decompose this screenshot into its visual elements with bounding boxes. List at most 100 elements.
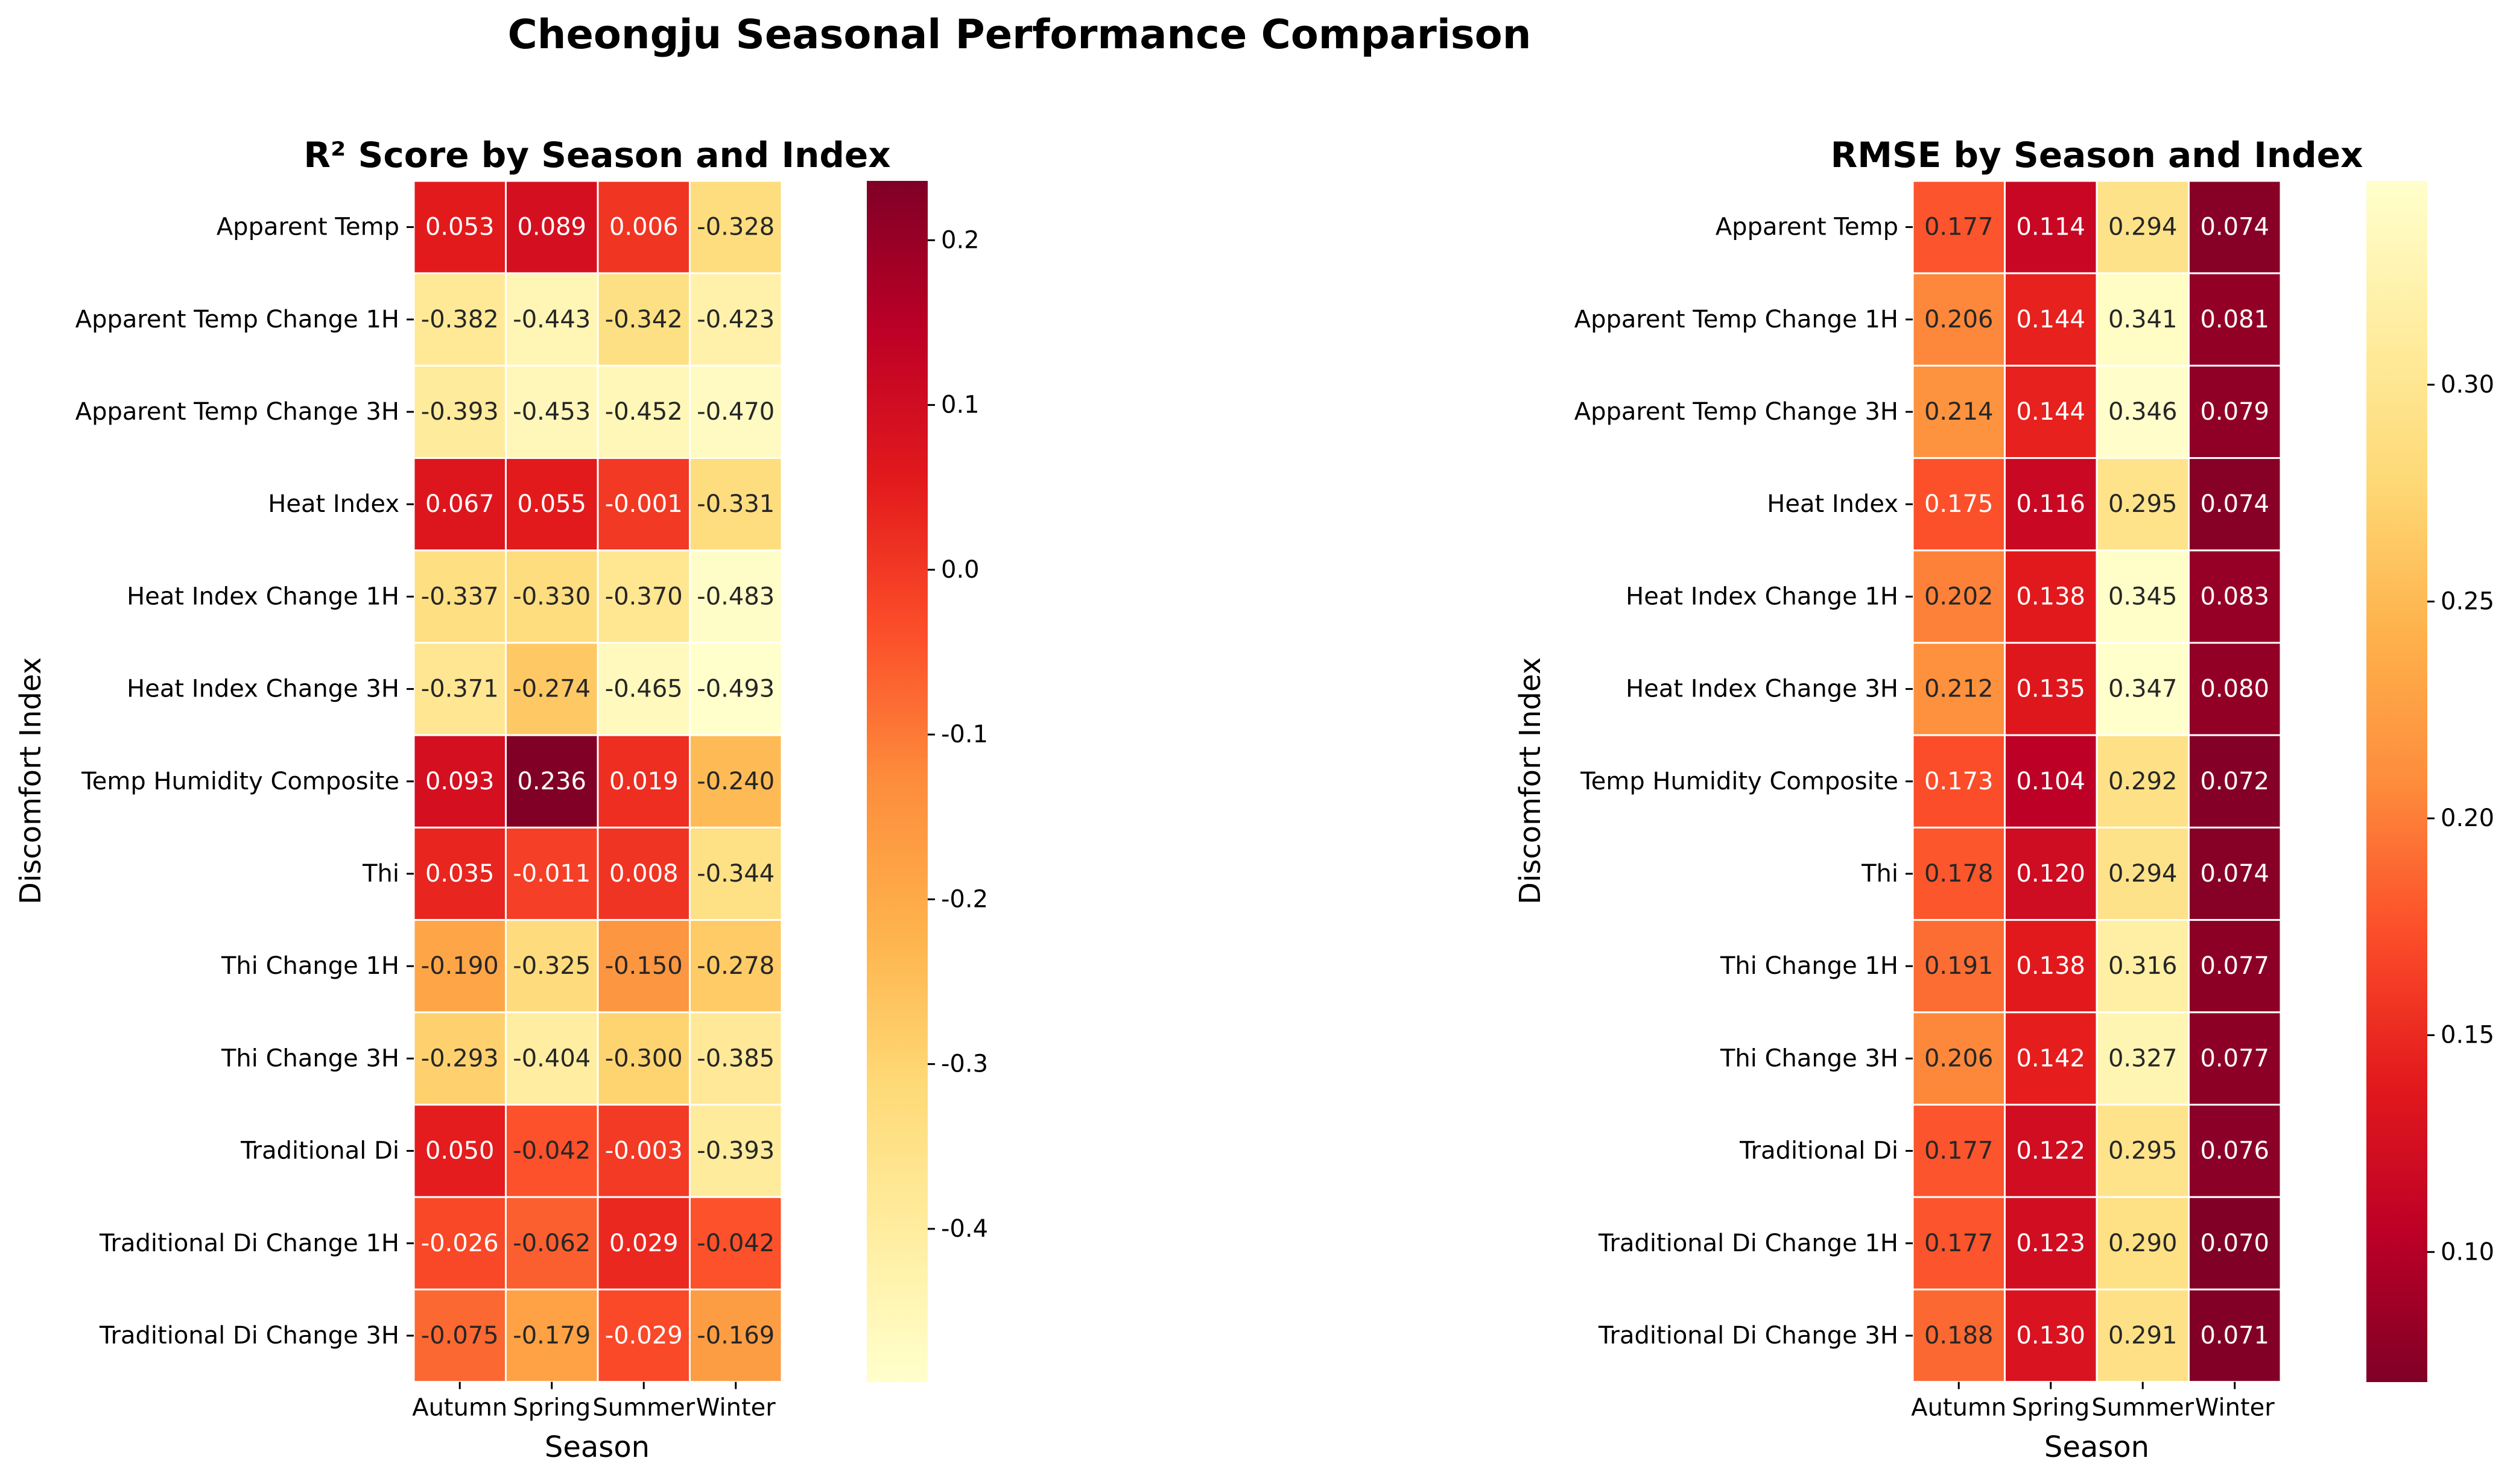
column-label: Summer	[592, 1394, 695, 1422]
heatmap-cell	[413, 1011, 507, 1106]
r2-y-axis-label: Discomfort Index	[14, 657, 48, 905]
cell-value-label: 0.089	[517, 213, 586, 241]
cell-value-label: 0.114	[2016, 213, 2085, 241]
heatmap-cell	[689, 1011, 783, 1106]
heatmap-cell	[689, 549, 783, 644]
colorbar-tick-label: 0.20	[2441, 804, 2494, 832]
heatmap-cell	[2004, 1288, 2098, 1383]
cell-value-label: 0.050	[425, 1137, 495, 1165]
heatmap-cell	[2188, 272, 2282, 367]
row-label: Thi Change 3H	[221, 1044, 399, 1072]
cell-value-label: 0.083	[2200, 583, 2269, 610]
row-label: Traditional Di Change 1H	[99, 1230, 399, 1257]
row-label: Heat Index	[1767, 490, 1898, 518]
heatmap-cell	[505, 1196, 599, 1290]
cell-value-label: 0.074	[2200, 860, 2269, 888]
heatmap-cell	[1912, 180, 2006, 274]
cell-value-label: 0.212	[1924, 675, 1994, 703]
cell-value-label: 0.290	[2108, 1230, 2178, 1257]
column-label: Autumn	[1911, 1394, 2006, 1422]
cell-value-label: -0.452	[605, 398, 683, 426]
row-label: Heat Index Change 3H	[127, 675, 399, 703]
rmse-heatmap-title: RMSE by Season and Index	[1831, 134, 2363, 175]
cell-value-label: 0.295	[2108, 490, 2178, 518]
cell-value-label: 0.116	[2016, 490, 2085, 518]
column-label: Autumn	[412, 1394, 507, 1422]
heatmap-cell	[597, 826, 691, 921]
r2-heatmap-title: R² Score by Season and Index	[303, 134, 890, 175]
cell-value-label: 0.072	[2200, 768, 2269, 795]
cell-value-label: 0.093	[425, 768, 495, 795]
cell-value-label: -0.342	[605, 306, 683, 333]
cell-value-label: 0.055	[517, 490, 586, 518]
heatmap-cell	[2096, 272, 2190, 367]
cell-value-label: -0.404	[513, 1044, 591, 1072]
heatmap-cell	[413, 642, 507, 736]
cell-value-label: -0.150	[605, 952, 683, 980]
cell-value-label: -0.393	[421, 398, 499, 426]
cell-value-label: -0.470	[697, 398, 775, 426]
row-label: Traditional Di Change 3H	[1598, 1322, 1898, 1350]
heatmap-cell	[1912, 1104, 2006, 1198]
row-label: Apparent Temp	[1716, 213, 1898, 241]
colorbar-tick-label: 0.2	[941, 226, 980, 254]
heatmap-cell	[505, 1288, 599, 1383]
r2-colorbar-ticks: 0.2 0.1 0.0 -0.1 -0.2 -0.3 -0.4	[928, 226, 988, 1243]
cell-value-label: 0.142	[2016, 1044, 2085, 1072]
cell-value-label: -0.330	[513, 583, 591, 610]
cell-value-label: 0.081	[2200, 306, 2269, 333]
colorbar-tick-label: -0.2	[941, 885, 988, 913]
cell-value-label: 0.177	[1924, 1230, 1994, 1257]
heatmap-cell	[2004, 180, 2098, 274]
cell-value-label: 0.144	[2016, 306, 2085, 333]
colorbar-tick-label: 0.0	[941, 556, 980, 584]
heatmap-cell	[2096, 549, 2190, 644]
heatmap-cell	[2188, 1288, 2282, 1383]
heatmap-cell	[2188, 457, 2282, 552]
cell-value-label: 0.236	[517, 768, 586, 795]
rmse-heatmap-panel: RMSE by Season and Index 0.177 0.114 0.294…	[1513, 134, 2494, 1464]
heatmap-cell	[597, 1104, 691, 1198]
heatmap-cell	[505, 272, 599, 367]
rmse-x-axis-label: Season	[2044, 1430, 2149, 1464]
heatmap-cell	[2188, 364, 2282, 459]
heatmap-cell	[689, 180, 783, 274]
heatmap-cell	[2004, 919, 2098, 1014]
row-label: Temp Humidity Composite	[81, 768, 399, 795]
cell-value-label: 0.191	[1924, 952, 1994, 980]
row-label: Traditional Di	[240, 1137, 399, 1165]
row-label: Thi	[362, 860, 399, 888]
heatmap-cell	[2004, 364, 2098, 459]
cell-value-label: 0.341	[2108, 306, 2178, 333]
colorbar-tick-label: 0.10	[2441, 1238, 2494, 1266]
heatmap-cell	[2096, 1011, 2190, 1106]
column-label: Spring	[2012, 1394, 2090, 1422]
cell-value-label: -0.062	[513, 1230, 591, 1257]
heatmap-cell	[2096, 1288, 2190, 1383]
heatmap-cell	[2096, 180, 2190, 274]
colorbar-tick-label: -0.4	[941, 1215, 988, 1243]
heatmap-cell	[2096, 1104, 2190, 1198]
row-label: Traditional Di Change 1H	[1598, 1230, 1898, 1257]
heatmap-cell	[2004, 1196, 2098, 1290]
cell-value-label: 0.074	[2200, 213, 2269, 241]
cell-value-label: 0.035	[425, 860, 495, 888]
row-label: Heat Index Change 1H	[127, 583, 399, 610]
heatmap-cell	[413, 826, 507, 921]
cell-value-label: 0.188	[1924, 1322, 1994, 1350]
cell-value-label: 0.144	[2016, 398, 2085, 426]
cell-value-label: 0.123	[2016, 1230, 2085, 1257]
column-label: Winter	[2195, 1394, 2275, 1422]
cell-value-label: 0.138	[2016, 952, 2085, 980]
cell-value-label: 0.008	[609, 860, 679, 888]
heatmap-cell	[505, 364, 599, 459]
colorbar-tick-label: 0.15	[2441, 1021, 2494, 1049]
cell-value-label: -0.075	[421, 1322, 499, 1350]
column-label: Spring	[513, 1394, 591, 1422]
rmse-column-labels: Autumn Spring Summer Winter	[1911, 1381, 2275, 1422]
cell-value-label: 0.070	[2200, 1230, 2269, 1257]
cell-value-label: -0.011	[513, 860, 591, 888]
colorbar-tick-label: 0.25	[2441, 588, 2494, 616]
heatmap-cell	[597, 549, 691, 644]
